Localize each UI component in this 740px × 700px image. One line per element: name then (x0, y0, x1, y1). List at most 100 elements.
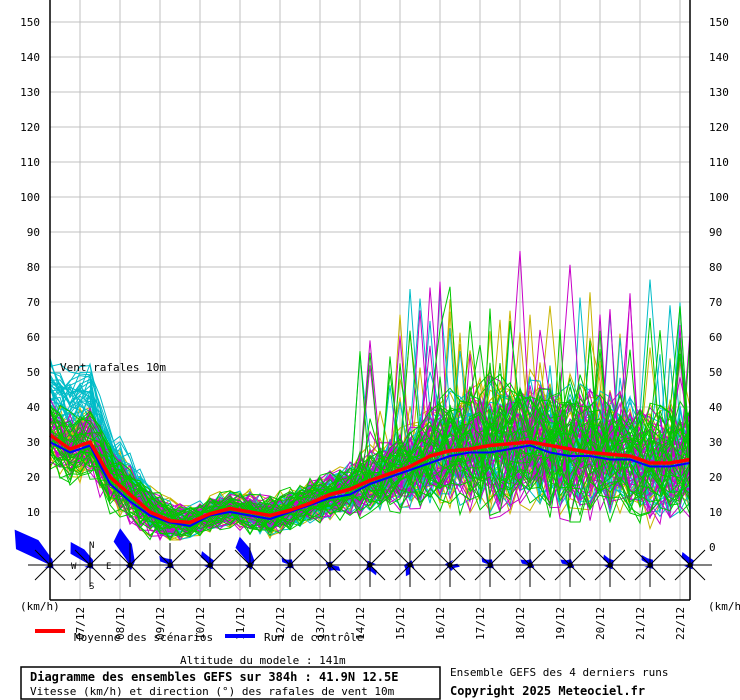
y-unit-left: (km/h) (20, 600, 60, 613)
wind-rose (668, 543, 712, 587)
y-tick-right: 140 (709, 51, 729, 64)
x-tick-date: 09/12 (154, 607, 167, 640)
y-tick-left: 50 (27, 366, 40, 379)
inner-label: Vent rafales 10m (60, 361, 166, 374)
y-tick-left: 20 (27, 471, 40, 484)
wind-rose-center (607, 562, 613, 568)
wind-rose (188, 543, 232, 587)
x-tick-date: 16/12 (434, 607, 447, 640)
y-tick-right: 30 (709, 436, 722, 449)
wind-rose (148, 543, 192, 587)
y-tick-left: 130 (20, 86, 40, 99)
compass-e: E (106, 562, 111, 572)
y-tick-right: 50 (709, 366, 722, 379)
ensemble-member-line (49, 321, 691, 525)
compass-n: N (89, 541, 94, 551)
y-tick-left: 90 (27, 226, 40, 239)
wind-rose-center (127, 562, 133, 568)
summary-lines (48, 433, 691, 527)
y-tick-left: 110 (20, 156, 40, 169)
y-tick-left: 70 (27, 296, 40, 309)
compass-s: S (89, 582, 94, 592)
y-tick-left: 80 (27, 261, 40, 274)
y-tick-right: 120 (709, 121, 729, 134)
y-tick-left: 120 (20, 121, 40, 134)
x-tick-date: 18/12 (514, 607, 527, 640)
legend-mean-label: Moyenne des scénarios (74, 631, 213, 644)
wind-rose (508, 543, 552, 587)
wind-rose-center (567, 562, 573, 568)
ensemble-member-line (49, 353, 691, 539)
ensemble-member-line (49, 338, 691, 530)
x-tick-date: 08/12 (114, 607, 127, 640)
wind-rose: N S E W (68, 541, 112, 592)
altitude-label: Altitude du modele : 141m (180, 654, 346, 667)
compass-w: W (71, 562, 77, 572)
x-tick-date: 07/12 (74, 607, 87, 640)
wind-rose-center (287, 562, 293, 568)
wind-rose (628, 543, 672, 587)
wind-rose-center (87, 562, 93, 568)
ensemble-member-line (49, 362, 691, 538)
y-tick-left: 60 (27, 331, 40, 344)
x-tick-date: 14/12 (354, 607, 367, 640)
wind-rose-center (687, 562, 693, 568)
x-tick-date: 15/12 (394, 607, 407, 640)
wind-rose-center (47, 562, 53, 568)
axes: 0010102020303040405050606070708080909010… (20, 0, 729, 640)
y-tick-right: 130 (709, 86, 729, 99)
x-tick-date: 10/12 (194, 607, 207, 640)
ensemble-member-line (49, 367, 691, 514)
wind-rose (348, 543, 392, 587)
wind-rose (468, 543, 512, 587)
y-tick-right: 80 (709, 261, 722, 274)
wind-rose (308, 543, 352, 587)
y-tick-right: 70 (709, 296, 722, 309)
y-tick-right: 40 (709, 401, 722, 414)
y-tick-left: 140 (20, 51, 40, 64)
wind-rose (388, 543, 432, 587)
wind-rose-center (527, 562, 533, 568)
wind-rose (228, 536, 272, 587)
y-tick-right: 150 (709, 16, 729, 29)
y-tick-left: 10 (27, 506, 40, 519)
x-tick-date: 13/12 (314, 607, 327, 640)
x-tick-date: 11/12 (234, 607, 247, 640)
wind-rose-center (327, 562, 333, 568)
ensemble-members (49, 250, 691, 542)
wind-roses: N S E W (14, 528, 712, 592)
wind-rose-center (167, 562, 173, 568)
y-tick-right: 100 (709, 191, 729, 204)
y-tick-right: 10 (709, 506, 722, 519)
y-tick-left: 100 (20, 191, 40, 204)
x-tick-date: 17/12 (474, 607, 487, 640)
y-tick-right: 90 (709, 226, 722, 239)
wind-rose (548, 543, 592, 587)
y-tick-right: 20 (709, 471, 722, 484)
ensemble-member-line (49, 345, 691, 517)
legend-control-label: Run de contrôle (264, 631, 363, 644)
wind-rose (268, 543, 312, 587)
wind-rose-center (247, 562, 253, 568)
x-tick-date: 21/12 (634, 607, 647, 640)
title-box (20, 666, 441, 700)
y-tick-left: 40 (27, 401, 40, 414)
wind-rose (14, 529, 72, 587)
ensemble-member-line (49, 340, 691, 533)
wind-rose-center (647, 562, 653, 568)
chart-subtitle: Vitesse (km/h) et direction (°) des rafa… (30, 685, 395, 698)
x-tick-date: 22/12 (674, 607, 687, 640)
y-tick-right: 60 (709, 331, 722, 344)
y-tick-right: 0 (709, 541, 716, 554)
x-tick-date: 12/12 (274, 607, 287, 640)
mean-line (48, 433, 691, 525)
wind-rose (428, 543, 472, 587)
chart-title: Diagramme des ensembles GEFS sur 384h : … (30, 670, 398, 684)
y-tick-left: 150 (20, 16, 40, 29)
x-tick-date: 20/12 (594, 607, 607, 640)
wind-rose-center (367, 562, 373, 568)
x-tick-date: 19/12 (554, 607, 567, 640)
control-run-line (49, 441, 691, 527)
wind-rose-center (487, 562, 493, 568)
